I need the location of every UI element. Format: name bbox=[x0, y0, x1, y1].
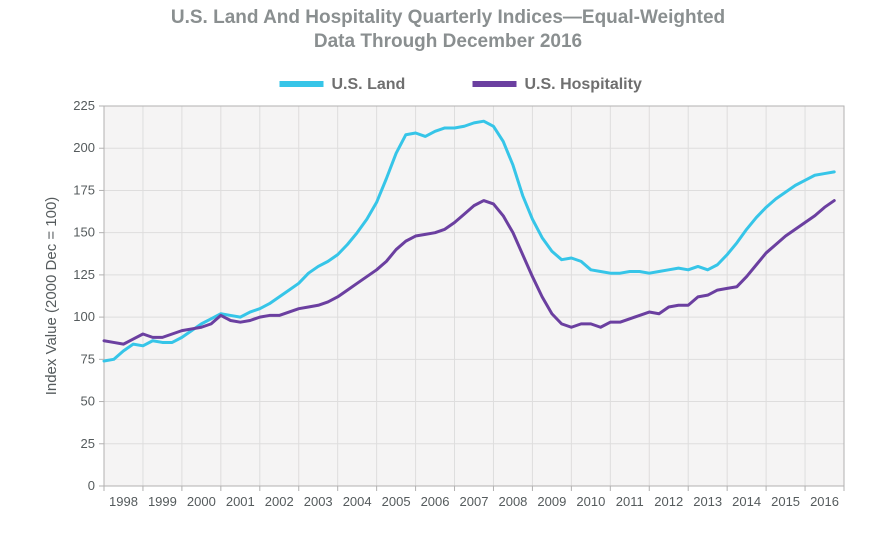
x-tick-label: 2002 bbox=[265, 494, 294, 509]
line-chart: 1998199920002001200220032004200520062007… bbox=[38, 70, 858, 520]
chart-title-line1: U.S. Land And Hospitality Quarterly Indi… bbox=[171, 7, 725, 28]
x-tick-label: 2001 bbox=[226, 494, 255, 509]
x-tick-label: 2012 bbox=[654, 494, 683, 509]
x-tick-label: 2006 bbox=[421, 494, 450, 509]
y-tick-label: 125 bbox=[73, 267, 95, 282]
y-tick-label: 100 bbox=[73, 309, 95, 324]
x-tick-label: 2016 bbox=[810, 494, 839, 509]
x-tick-label: 2008 bbox=[498, 494, 527, 509]
x-tick-label: 2010 bbox=[576, 494, 605, 509]
y-tick-label: 225 bbox=[73, 98, 95, 113]
x-tick-label: 2015 bbox=[771, 494, 800, 509]
y-tick-label: 50 bbox=[81, 394, 95, 409]
plot-background bbox=[104, 106, 844, 486]
x-tick-label: 2013 bbox=[693, 494, 722, 509]
y-tick-label: 150 bbox=[73, 225, 95, 240]
chart-title-line2: Data Through December 2016 bbox=[314, 31, 582, 52]
y-tick-label: 25 bbox=[81, 436, 95, 451]
x-tick-label: 2003 bbox=[304, 494, 333, 509]
x-tick-label: 2005 bbox=[382, 494, 411, 509]
legend-swatch-land bbox=[280, 81, 324, 87]
x-tick-label: 1999 bbox=[148, 494, 177, 509]
legend-label-land: U.S. Land bbox=[332, 76, 406, 93]
y-tick-label: 75 bbox=[81, 351, 95, 366]
x-tick-label: 2011 bbox=[616, 494, 644, 509]
x-tick-label: 1998 bbox=[109, 494, 138, 509]
chart-container: 1998199920002001200220032004200520062007… bbox=[38, 70, 858, 520]
x-tick-label: 2000 bbox=[187, 494, 216, 509]
x-tick-label: 2014 bbox=[732, 494, 761, 509]
legend-label-hosp: U.S. Hospitality bbox=[525, 76, 642, 93]
x-tick-label: 2007 bbox=[460, 494, 489, 509]
legend-swatch-hosp bbox=[473, 81, 517, 87]
x-tick-label: 2004 bbox=[343, 494, 372, 509]
chart-title: U.S. Land And Hospitality Quarterly Indi… bbox=[0, 6, 896, 54]
x-tick-label: 2009 bbox=[537, 494, 566, 509]
y-tick-label: 0 bbox=[88, 478, 95, 493]
y-tick-label: 175 bbox=[73, 182, 95, 197]
y-tick-label: 200 bbox=[73, 140, 95, 155]
y-axis-title: Index Value (2000 Dec = 100) bbox=[43, 197, 60, 396]
